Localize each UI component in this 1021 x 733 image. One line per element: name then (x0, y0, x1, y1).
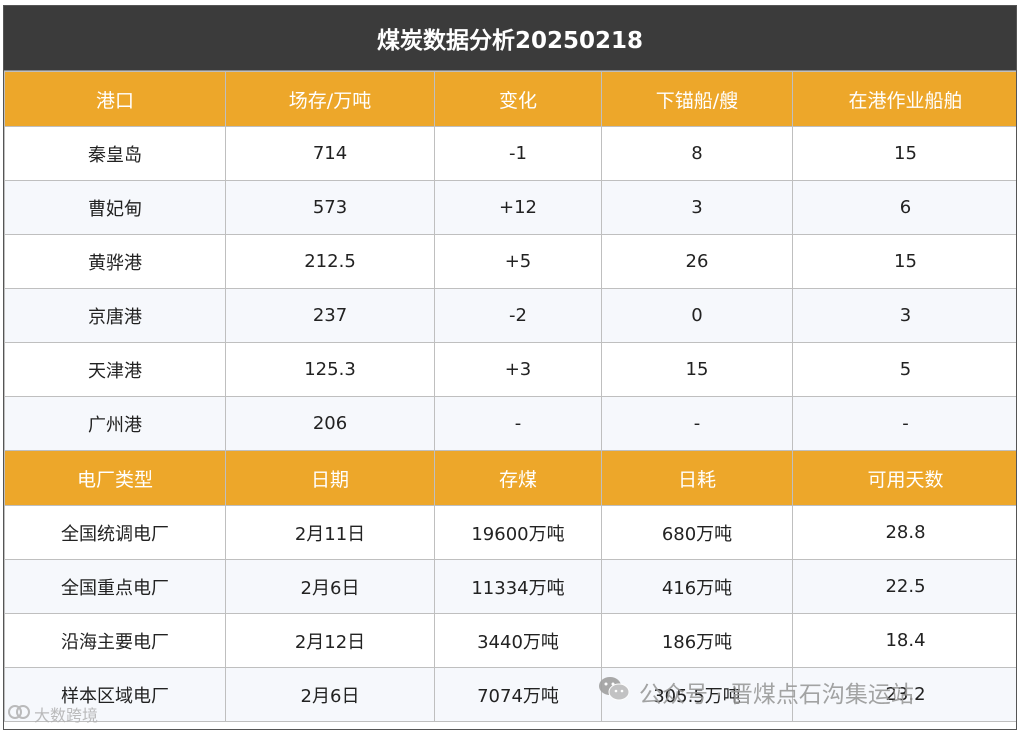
table-cell: 15 (792, 126, 1016, 181)
plant-row: 全国统调电厂 2月11日 19600万吨 680万吨 28.8 (4, 505, 1016, 560)
watermark-right-text: 公众号 · 晋煤点石沟集运站 (639, 682, 914, 708)
plant-table-header: 电厂类型 日期 存煤 日耗 可用天数 (4, 450, 1016, 506)
table-cell: 237 (225, 288, 435, 343)
plant-row: 样本区域电厂 2月6日 7074万吨 305.5万吨 23.2 (4, 667, 1016, 722)
table-cell: 212.5 (225, 234, 435, 289)
table-cell: 2月11日 (225, 505, 435, 560)
table-cell: 曹妃甸 (4, 180, 226, 235)
column-header: 港口 (4, 71, 226, 127)
table-cell: - (434, 396, 602, 451)
table-cell: 秦皇岛 (4, 126, 226, 181)
table-cell: - (601, 396, 793, 451)
port-row: 广州港 206- - - (4, 396, 1016, 451)
table-cell: 0 (601, 288, 793, 343)
table-cell: 2月12日 (225, 613, 435, 668)
page-title: 煤炭数据分析20250218 (4, 6, 1016, 71)
table-cell: 305.5万吨 (601, 667, 793, 722)
table-cell: 22.5 (792, 559, 1016, 614)
table-cell: 680万吨 (601, 505, 793, 560)
table-cell: 206 (225, 396, 435, 451)
table-cell: 沿海主要电厂 (4, 613, 226, 668)
table-cell: 186万吨 (601, 613, 793, 668)
table-cell: 416万吨 (601, 559, 793, 614)
column-header: 场存/万吨 (225, 71, 435, 127)
watermark-left: 大数跨境 (8, 702, 98, 726)
wechat-icon (597, 674, 631, 710)
table-cell: 19600万吨 (434, 505, 602, 560)
port-row: 天津港 125.3 +3 15 5 (4, 342, 1016, 397)
plant-row: 沿海主要电厂 2月12日 3440万吨 186万吨 18.4 (4, 613, 1016, 668)
table-cell: 广州港 (4, 396, 226, 451)
table-cell: 3 (601, 180, 793, 235)
table-cell: 全国重点电厂 (4, 559, 226, 614)
table-cell: 3440万吨 (434, 613, 602, 668)
table-cell: +12 (434, 180, 602, 235)
table-cell: 15 (601, 342, 793, 397)
table-cell: 125.3 (225, 342, 435, 397)
column-header: 在港作业船舶 (792, 71, 1016, 127)
table-cell: 18.4 (792, 613, 1016, 668)
table-cell: +3 (434, 342, 602, 397)
table-cell: +5 (434, 234, 602, 289)
watermark-left-text: 大数跨境 (34, 706, 99, 725)
table-cell: 15 (792, 234, 1016, 289)
table-cell: 7074万吨 (434, 667, 602, 722)
column-header: 日期 (225, 450, 435, 506)
table-cell: 8 (601, 126, 793, 181)
plant-row: 全国重点电厂 2月6日 11334万吨 416万吨 22.5 (4, 559, 1016, 614)
table-cell: 样本区域电厂 (4, 667, 226, 722)
table-cell: 714 (225, 126, 435, 181)
port-row: 京唐港 237 -2 0 3 (4, 288, 1016, 343)
table-cell: 2月6日 (225, 667, 435, 722)
column-header: 存煤 (434, 450, 602, 506)
port-row: 曹妃甸 573 +12 3 6 (4, 180, 1016, 235)
table-cell: 6 (792, 180, 1016, 235)
port-row: 秦皇岛 714 -1 8 15 (4, 126, 1016, 181)
table-cell: 5 (792, 342, 1016, 397)
table-cell: - (792, 396, 1016, 451)
table-cell: 全国统调电厂 (4, 505, 226, 560)
table-cell: 23.2 (792, 667, 1016, 722)
table-cell: -1 (434, 126, 602, 181)
column-header: 下锚船/艘 (601, 71, 793, 127)
table-cell: 11334万吨 (434, 559, 602, 614)
coal-data-table-card: 煤炭数据分析20250218 港口 场存/万吨 变化 下锚船/艘 在港作业船舶 秦皇岛 71… (3, 5, 1017, 730)
table-cell: 28.8 (792, 505, 1016, 560)
table-cell: 26 (601, 234, 793, 289)
table-cell: 天津港 (4, 342, 226, 397)
table-cell: 黄骅港 (4, 234, 226, 289)
column-header: 日耗 (601, 450, 793, 506)
port-table-header: 港口 场存/万吨 变化 下锚船/艘 在港作业船舶 (4, 71, 1016, 127)
port-row: 黄骅港 212.5 +5 26 15 (4, 234, 1016, 289)
data-table: 港口 场存/万吨 变化 下锚船/艘 在港作业船舶 秦皇岛 714 -1 8 15 曹妃甸 573 +12… (4, 71, 1016, 722)
table-cell: 3 (792, 288, 1016, 343)
watermark-right: 公众号 · 晋煤点石沟集运站 (597, 674, 914, 710)
table-cell: 2月6日 (225, 559, 435, 614)
table-cell: 573 (225, 180, 435, 235)
table-cell: 京唐港 (4, 288, 226, 343)
column-header: 可用天数 (792, 450, 1016, 506)
logo-icon (8, 703, 30, 725)
column-header: 变化 (434, 71, 602, 127)
column-header: 电厂类型 (4, 450, 226, 506)
table-cell: -2 (434, 288, 602, 343)
